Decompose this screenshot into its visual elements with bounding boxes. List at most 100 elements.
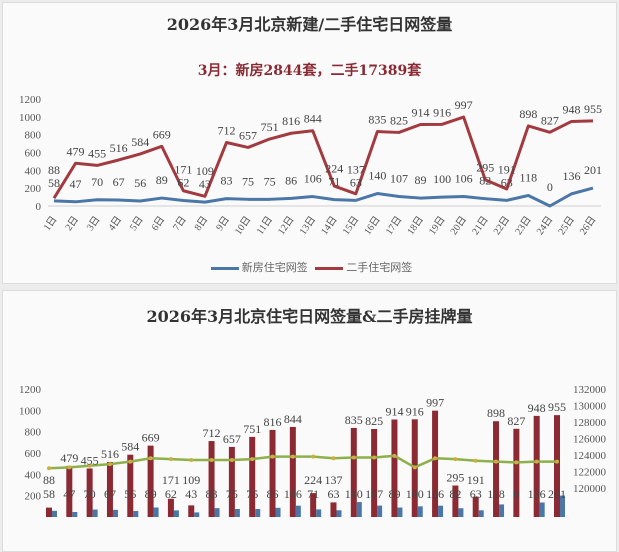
data-label: 67 xyxy=(104,487,116,501)
line-marker xyxy=(87,463,92,468)
data-label: 997 xyxy=(426,396,444,410)
bar-new xyxy=(417,506,423,517)
bar-resale xyxy=(106,461,113,517)
data-label: 140 xyxy=(368,169,386,183)
y2-tick-label: 122000 xyxy=(573,467,607,479)
bar-resale xyxy=(554,415,560,517)
data-label: 825 xyxy=(365,414,383,428)
series-line-listings xyxy=(48,454,557,470)
bar-new xyxy=(539,502,545,517)
data-label: 712 xyxy=(203,426,221,440)
y-tick-label: 600 xyxy=(25,148,42,160)
data-label: 89 xyxy=(156,173,168,187)
bar-resale xyxy=(228,446,235,517)
data-label: 914 xyxy=(412,106,430,120)
bar-new xyxy=(275,507,281,517)
data-label: 657 xyxy=(239,128,257,142)
bar-new xyxy=(52,510,57,517)
bar-resale xyxy=(86,468,93,517)
bar-new xyxy=(316,509,322,517)
data-label: 948 xyxy=(562,102,580,116)
data-label: 955 xyxy=(584,102,602,116)
y-tick-label: 200 xyxy=(25,183,42,195)
data-label: 916 xyxy=(406,404,424,418)
data-label: 47 xyxy=(63,487,75,501)
legend-label-resale: 二手住宅网签 xyxy=(346,261,413,274)
y-tick-label: 600 xyxy=(25,448,42,460)
line-marker xyxy=(290,454,295,459)
bar-new xyxy=(133,511,139,517)
data-label: 295 xyxy=(446,471,464,485)
line-marker xyxy=(209,457,214,462)
data-label: 75 xyxy=(226,487,238,501)
chart-panel-daily-signings: 2026年3月北京新建/二手住宅日网签量 3月：新房2844套，二手17389套… xyxy=(2,2,617,284)
bar-new xyxy=(499,504,505,517)
data-label: 100 xyxy=(406,487,424,501)
y2-tick-label: 126000 xyxy=(573,434,607,446)
bar-new xyxy=(478,510,484,517)
data-label: 43 xyxy=(199,177,211,191)
data-label: 75 xyxy=(264,174,276,188)
data-label: 63 xyxy=(350,175,362,189)
legend-swatch-new xyxy=(210,266,239,270)
y-tick-label: 400 xyxy=(25,165,42,177)
data-label: 669 xyxy=(153,127,171,141)
data-label: 955 xyxy=(548,400,566,414)
line-marker xyxy=(67,465,72,470)
y2-tick-label: 132000 xyxy=(573,384,607,396)
bar-new xyxy=(438,505,444,517)
data-label: 898 xyxy=(487,406,505,420)
x-tick-label: 24日 xyxy=(535,214,555,237)
data-label: 295 xyxy=(476,161,494,175)
data-label: 584 xyxy=(131,135,149,149)
line-marker xyxy=(392,453,397,458)
data-label: 816 xyxy=(282,114,300,128)
data-label: 171 xyxy=(162,473,180,487)
bar-new xyxy=(234,509,240,517)
data-label: 75 xyxy=(242,174,254,188)
data-label: 827 xyxy=(541,113,559,127)
bar-new xyxy=(173,510,179,517)
data-label: 58 xyxy=(43,487,55,501)
data-label: 171 xyxy=(174,162,192,176)
x-tick-label: 23日 xyxy=(513,214,533,237)
data-label: 191 xyxy=(498,162,516,176)
data-label: 136 xyxy=(562,169,580,183)
y-tick-label: 400 xyxy=(25,469,42,481)
x-tick-label: 12日 xyxy=(276,214,296,237)
data-label: 109 xyxy=(182,473,200,487)
y-tick-label: 1000 xyxy=(19,405,42,417)
bar-resale xyxy=(167,498,174,517)
data-label: 62 xyxy=(177,175,189,189)
data-label: 201 xyxy=(548,487,566,501)
line-marker xyxy=(351,455,356,460)
x-tick-label: 8日 xyxy=(193,214,211,233)
y2-tick-label: 120000 xyxy=(573,483,607,495)
line-marker xyxy=(453,457,458,462)
x-tick-label: 10日 xyxy=(233,214,253,237)
bar-resale xyxy=(371,429,378,517)
data-label: 816 xyxy=(264,415,282,429)
line-marker xyxy=(473,458,478,463)
y-tick-label: 200 xyxy=(25,491,42,503)
data-label: 106 xyxy=(455,172,473,186)
y2-tick-label: 124000 xyxy=(573,450,607,462)
bar-new xyxy=(214,508,220,517)
data-label: 118 xyxy=(520,170,538,184)
bar-resale xyxy=(289,426,296,517)
data-label: 455 xyxy=(88,146,106,160)
legend-swatch-resale xyxy=(315,266,344,270)
data-label: 56 xyxy=(134,176,146,190)
data-label: 118 xyxy=(487,487,505,501)
bar-new xyxy=(255,509,261,517)
data-label: 479 xyxy=(60,451,78,465)
line-marker xyxy=(270,454,275,459)
bar-new xyxy=(377,505,383,517)
bar-resale xyxy=(269,429,276,517)
data-label: 584 xyxy=(121,440,139,454)
bar-new xyxy=(92,509,98,517)
data-label: 67 xyxy=(113,175,125,189)
x-tick-label: 21日 xyxy=(470,214,490,237)
data-label: 516 xyxy=(110,141,128,155)
